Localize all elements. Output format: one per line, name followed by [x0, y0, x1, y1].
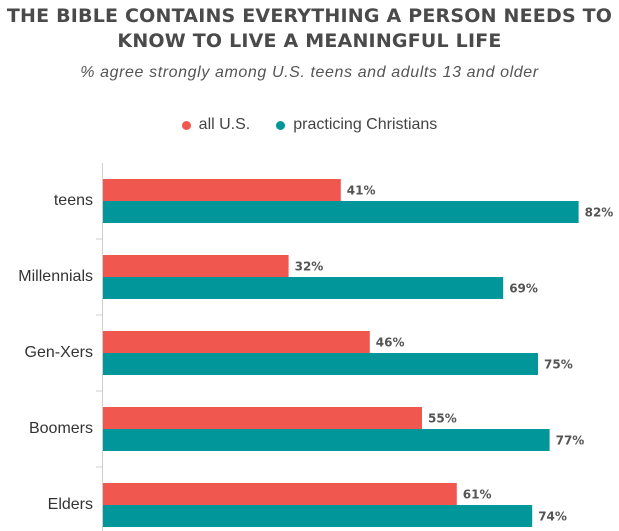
legend-item-practicing: practicing Christians	[276, 116, 437, 134]
category-label-elders: Elders	[48, 496, 93, 513]
bar-practicing-teens	[103, 201, 579, 223]
value-label-practicing-teens: 82%	[585, 206, 614, 220]
bar-all-us-boomers	[103, 407, 422, 429]
value-label-all-us-boomers: 55%	[428, 412, 457, 426]
bar-all-us-gen-xers	[103, 331, 370, 353]
legend-swatch-all-us	[181, 120, 191, 130]
value-label-all-us-millennials: 32%	[295, 260, 324, 274]
value-label-all-us-gen-xers: 46%	[376, 336, 405, 350]
category-label-teens: teens	[54, 192, 93, 209]
legend-label-all-us: all U.S.	[198, 116, 251, 133]
value-label-practicing-elders: 74%	[538, 510, 567, 524]
chart-legend: all U.S. practicing Christians	[0, 116, 619, 134]
value-label-practicing-boomers: 77%	[556, 434, 585, 448]
legend-item-all-us: all U.S.	[181, 116, 251, 134]
legend-swatch-practicing	[276, 120, 286, 130]
bar-practicing-boomers	[103, 429, 550, 451]
bar-practicing-elders	[103, 505, 533, 527]
legend-label-practicing: practicing Christians	[293, 116, 438, 133]
bar-all-us-millennials	[103, 255, 289, 277]
chart-title: THE BIBLE CONTAINS EVERYTHING A PERSON N…	[0, 4, 619, 54]
title-line-2: KNOW TO LIVE A MEANINGFUL LIFE	[117, 30, 502, 52]
value-label-all-us-elders: 61%	[463, 488, 492, 502]
bar-all-us-elders	[103, 483, 457, 505]
value-label-practicing-gen-xers: 75%	[544, 358, 573, 372]
chart-subtitle: % agree strongly among U.S. teens and ad…	[80, 64, 539, 81]
category-label-millennials: Millennials	[18, 268, 93, 285]
category-label-gen-xers: Gen-Xers	[25, 344, 93, 361]
title-line-1: THE BIBLE CONTAINS EVERYTHING A PERSON N…	[6, 5, 613, 27]
category-label-boomers: Boomers	[29, 420, 93, 437]
bar-practicing-millennials	[103, 277, 504, 299]
value-label-all-us-teens: 41%	[347, 184, 376, 198]
value-label-practicing-millennials: 69%	[509, 282, 538, 296]
bar-practicing-gen-xers	[103, 353, 538, 375]
bar-all-us-teens	[103, 179, 341, 201]
